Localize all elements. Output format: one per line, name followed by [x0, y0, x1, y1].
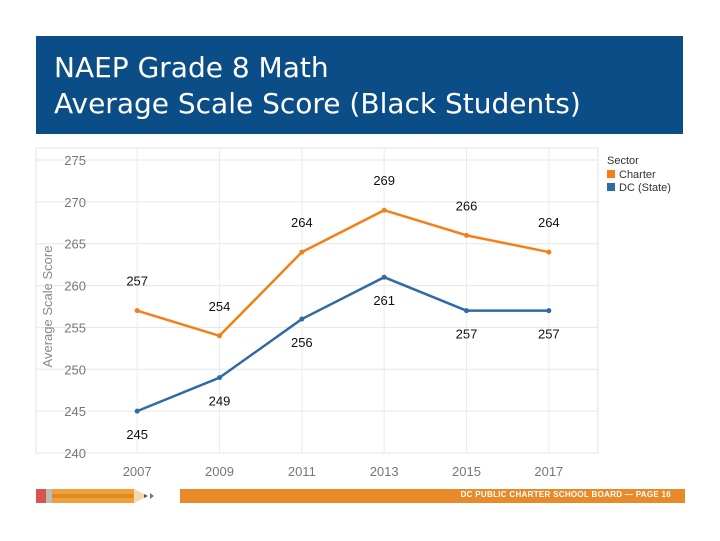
y-axis-label: Average Scale Score — [40, 246, 55, 368]
x-tick-label: 2007 — [123, 464, 152, 479]
data-point — [134, 408, 140, 414]
y-tick-label: 275 — [64, 153, 86, 168]
y-tick-label: 270 — [64, 195, 86, 210]
series — [134, 207, 552, 414]
x-tick-label: 2017 — [534, 464, 563, 479]
data-point — [217, 375, 222, 381]
data-label: 264 — [538, 215, 560, 230]
series-line — [136, 275, 549, 413]
data-point — [381, 274, 387, 280]
data-labels: 257 254 264 269 266 264 245 249 256 261 257 257 — [126, 173, 559, 442]
data-point — [299, 316, 305, 322]
pencil-icon — [36, 489, 154, 503]
legend-entry: DC (State) — [619, 182, 671, 194]
data-label: 245 — [126, 427, 148, 442]
footer-bar: DC PUBLIC CHARTER SCHOOL BOARD — PAGE 16 — [180, 489, 685, 503]
data-point — [464, 308, 469, 314]
data-label: 261 — [373, 293, 395, 308]
data-point — [546, 308, 552, 314]
data-point — [217, 333, 222, 339]
y-tick-label: 240 — [64, 446, 86, 461]
slide-title-line-1: NAEP Grade 8 Math — [54, 51, 329, 84]
x-tick-label: 2013 — [370, 464, 399, 479]
plot-frame — [35, 147, 599, 454]
data-label: 264 — [291, 215, 313, 230]
data-label: 266 — [456, 198, 478, 213]
x-tick-label: 2009 — [205, 464, 234, 479]
data-point — [134, 308, 140, 314]
data-label: 257 — [456, 327, 478, 342]
grid — [35, 147, 599, 454]
axes: 240 245 250 255 260 265 270 275 2007 2009 2011 2013… — [40, 153, 563, 479]
data-point — [381, 207, 387, 213]
data-point — [299, 249, 305, 255]
series-line — [136, 208, 550, 338]
title-banner: NAEP Grade 8 Math Average Scale Score (B… — [36, 36, 683, 134]
legend-swatch — [607, 170, 615, 178]
footer-text: DC PUBLIC CHARTER SCHOOL BOARD — PAGE 16 — [460, 490, 671, 499]
x-tick-label: 2015 — [452, 464, 481, 479]
data-label: 256 — [291, 335, 313, 350]
legend-entry: Charter — [619, 169, 656, 181]
y-tick-label: 255 — [64, 320, 86, 335]
data-point — [546, 249, 552, 255]
slide-title-line-2: Average Scale Score (Black Students) — [54, 87, 581, 120]
y-tick-label: 265 — [64, 237, 86, 252]
legend-title: Sector — [607, 155, 639, 167]
legend-swatch — [607, 183, 615, 191]
data-label: 249 — [209, 394, 231, 409]
data-label: 269 — [373, 173, 395, 188]
y-tick-label: 245 — [64, 404, 86, 419]
data-label: 257 — [126, 274, 148, 289]
x-tick-label: 2011 — [288, 464, 316, 479]
data-label: 257 — [538, 327, 560, 342]
y-tick-label: 250 — [64, 362, 86, 377]
y-tick-label: 260 — [64, 279, 86, 294]
line-chart: 240 245 250 255 260 265 270 275 2007 2009 2011 2013… — [35, 147, 671, 479]
data-point — [464, 232, 469, 238]
data-label: 254 — [209, 299, 231, 314]
